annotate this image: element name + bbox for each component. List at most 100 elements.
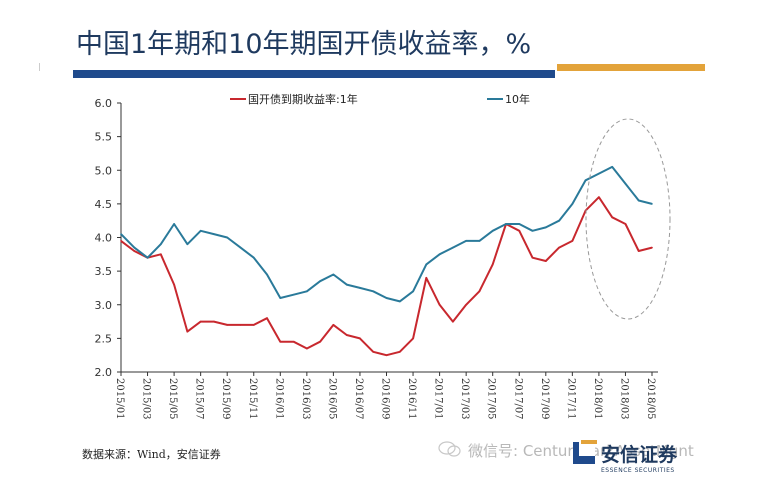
data-point xyxy=(491,263,494,266)
data-point xyxy=(319,280,321,283)
data-point xyxy=(173,223,175,225)
x-tick-label: 2018/03 xyxy=(618,378,629,420)
data-point xyxy=(398,351,401,353)
x-tick-label: 2017/03 xyxy=(459,378,470,420)
data-point xyxy=(252,256,255,259)
logo-text-cn: 安信证券 xyxy=(601,444,678,466)
data-point xyxy=(465,240,467,242)
y-tick-label: 2.0 xyxy=(95,366,113,379)
logo-accent xyxy=(581,440,597,444)
essence-securities-logo: 安信证券 ESSENCE SECURITIES xyxy=(573,440,693,480)
data-point xyxy=(531,229,534,232)
data-point xyxy=(266,317,268,320)
data-point xyxy=(279,297,282,299)
y-tick-label: 4.5 xyxy=(95,198,113,211)
x-tick-label: 2016/07 xyxy=(353,378,364,420)
data-point xyxy=(571,240,574,242)
data-point xyxy=(624,223,627,225)
data-point xyxy=(120,233,122,235)
data-point xyxy=(624,182,627,185)
data-point xyxy=(651,246,653,249)
data-point xyxy=(385,354,388,356)
data-point xyxy=(438,303,441,306)
y-tick-label: 4.0 xyxy=(95,232,113,245)
data-point xyxy=(213,233,215,235)
chart-axes xyxy=(120,103,658,373)
x-tick-label: 2016/05 xyxy=(326,378,337,420)
y-tick-label: 3.0 xyxy=(95,299,113,312)
data-point xyxy=(531,256,534,259)
data-point xyxy=(359,337,361,340)
logo-mark-icon xyxy=(573,442,595,464)
x-tick-label: 2015/03 xyxy=(141,378,152,420)
data-point xyxy=(133,250,136,252)
data-point xyxy=(478,240,481,242)
data-point xyxy=(478,290,481,293)
data-point xyxy=(372,351,375,353)
page-title: 中国1年期和10年期国开债收益率，% xyxy=(76,29,532,60)
data-point xyxy=(438,253,441,256)
data-point xyxy=(345,334,348,336)
data-point xyxy=(385,297,388,299)
x-tick-label: 2017/11 xyxy=(565,378,576,420)
logo-text-en: ESSENCE SECURITIES xyxy=(601,467,675,474)
data-point xyxy=(491,229,494,232)
x-tick-label: 2015/01 xyxy=(114,378,125,420)
data-point xyxy=(332,273,335,276)
data-point xyxy=(505,223,507,225)
data-point xyxy=(160,253,162,256)
data-point xyxy=(398,300,401,303)
series-line-1y xyxy=(120,196,653,357)
data-point xyxy=(598,196,600,198)
y-tick-label: 3.5 xyxy=(95,265,113,278)
chart-legend: 国开债到期收益率:1年 10年 xyxy=(230,92,530,106)
data-point xyxy=(425,263,428,266)
legend-label: 10年 xyxy=(505,92,530,106)
data-point xyxy=(545,226,547,229)
data-point xyxy=(518,229,521,232)
data-point xyxy=(598,172,600,175)
data-point xyxy=(452,246,454,249)
data-point xyxy=(412,337,414,340)
series-lines xyxy=(120,165,653,357)
data-point xyxy=(292,293,295,296)
data-point xyxy=(292,340,295,343)
data-point xyxy=(319,340,321,343)
data-point xyxy=(279,340,282,343)
x-tick-label: 2016/09 xyxy=(380,378,391,420)
data-point xyxy=(146,256,149,259)
data-point xyxy=(637,199,640,202)
data-point xyxy=(186,330,189,333)
data-point xyxy=(545,260,547,262)
data-point xyxy=(160,243,162,246)
decorative-tick xyxy=(39,63,40,71)
x-tick-label: 2016/11 xyxy=(406,378,417,420)
x-tick-label: 2018/01 xyxy=(592,378,603,420)
data-point xyxy=(611,216,613,219)
x-axis-ticks: 2015/01 2015/03 2015/05 2015/07 2015/09 2015/… xyxy=(114,372,656,420)
data-point xyxy=(226,324,228,326)
data-point xyxy=(465,303,467,306)
data-source-note: 数据来源：Wind，安信证券 xyxy=(82,448,221,461)
data-point xyxy=(186,243,189,246)
legend-label: 国开债到期收益率:1年 xyxy=(248,92,358,106)
data-point xyxy=(213,320,215,323)
data-point xyxy=(372,290,375,293)
data-point xyxy=(133,246,136,249)
highlight-ellipse xyxy=(585,118,671,320)
series-line-10y xyxy=(120,165,653,303)
data-point xyxy=(571,203,574,205)
data-point xyxy=(239,324,242,326)
data-point xyxy=(239,246,242,249)
data-point xyxy=(558,246,560,249)
y-tick-label: 5.0 xyxy=(95,164,113,177)
x-tick-label: 2016/03 xyxy=(300,378,311,420)
x-tick-label: 2015/09 xyxy=(220,378,231,420)
x-tick-label: 2017/09 xyxy=(539,378,550,420)
data-point xyxy=(199,229,202,232)
data-point xyxy=(558,219,560,222)
title-underline-orange xyxy=(557,64,705,71)
line-chart: 2.02.53.03.54.04.55.05.56.0 2015/01 2015/… xyxy=(95,92,671,420)
data-point xyxy=(412,290,414,293)
x-tick-label: 2018/05 xyxy=(645,378,656,420)
